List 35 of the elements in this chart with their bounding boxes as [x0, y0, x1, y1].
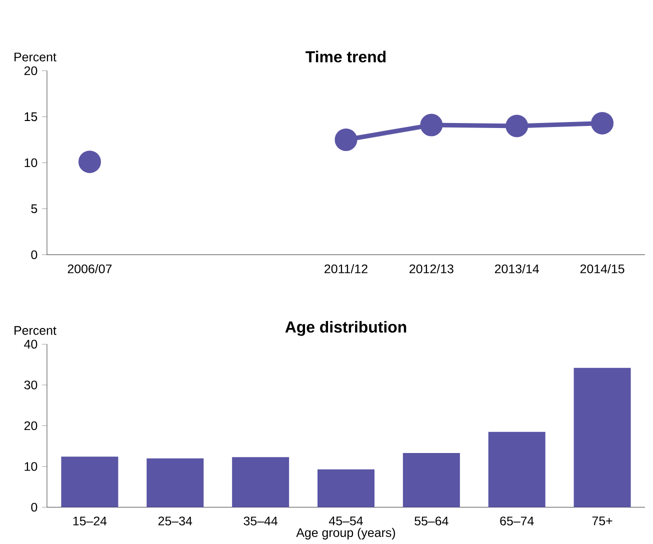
y-axis-title: Percent [14, 52, 56, 62]
y-tick-label: 15 [24, 112, 38, 122]
x-tick-label: 55–64 [414, 516, 448, 526]
x-axis-title: Age group (years) [296, 528, 396, 540]
x-tick-label: 2014/15 [580, 264, 624, 274]
x-tick-label: 2011/12 [324, 264, 368, 274]
bar [61, 456, 118, 508]
y-tick-label: 0 [31, 250, 38, 260]
bar [574, 368, 631, 508]
x-tick-label: 25–34 [158, 516, 192, 526]
bar [488, 432, 546, 508]
x-tick-label: 15–24 [73, 516, 107, 526]
bar [232, 457, 290, 508]
y-tick-label: 10 [24, 158, 38, 168]
y-tick-label: 10 [24, 462, 38, 472]
y-axis-title: Percent [14, 326, 56, 336]
y-tick-label: 20 [24, 66, 38, 76]
y-tick-label: 40 [24, 340, 38, 349]
point [78, 150, 101, 174]
x-tick-label: 45–54 [328, 516, 363, 526]
x-tick-label: 2012/13 [410, 264, 454, 274]
x-tick-label: 2013/14 [494, 264, 539, 274]
y-tick-label: 0 [31, 502, 38, 512]
chart-title: Age distribution [285, 321, 406, 336]
bar [317, 469, 374, 508]
y-tick-label: 20 [24, 421, 38, 430]
chart-title: Time trend [306, 50, 386, 63]
x-tick-label: 35–44 [244, 516, 278, 526]
y-tick-label: 30 [24, 380, 38, 390]
y-tick-label: 5 [31, 204, 38, 214]
x-tick-label: 65–74 [500, 516, 534, 526]
bar [402, 453, 460, 508]
x-tick-label: 2006/07 [68, 264, 112, 274]
bar [146, 458, 204, 508]
x-tick-label: 75+ [592, 516, 612, 526]
